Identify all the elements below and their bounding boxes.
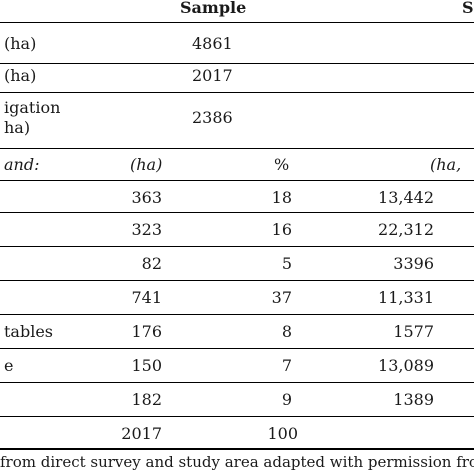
- row-percent: 37: [271, 288, 292, 307]
- summary-label-cultivated-area: (ha): [4, 66, 37, 85]
- row-divider: [0, 148, 474, 149]
- row-divider: [0, 280, 474, 281]
- row-percent: 8: [281, 322, 292, 341]
- summary-value-total-area: 4861: [192, 34, 233, 53]
- row-ha: 182: [131, 390, 162, 409]
- summary-value-cultivated-area: 2017: [192, 66, 233, 85]
- sample-column-header: Sample: [180, 0, 247, 17]
- row-percent: 16: [271, 220, 292, 239]
- row-divider: [0, 246, 474, 247]
- row-divider: [0, 212, 474, 213]
- row-divider: [0, 348, 474, 349]
- row-area-ha: 1389: [393, 390, 434, 409]
- row-divider: [0, 314, 474, 315]
- table-footnote: from direct survey and study area adapte…: [0, 453, 474, 471]
- row-label: e: [4, 356, 14, 375]
- row-divider: [0, 416, 474, 417]
- summary-value-irrigation: 2386: [192, 108, 233, 127]
- row-area-ha: 13,442: [378, 188, 434, 207]
- row-divider: [0, 180, 474, 181]
- row-ha: 150: [131, 356, 162, 375]
- summary-label-total-area: (ha): [4, 34, 37, 53]
- row-percent: 18: [271, 188, 292, 207]
- row-divider: [0, 63, 474, 64]
- row-ha: 2017: [121, 424, 162, 443]
- row-area-ha: 22,312: [378, 220, 434, 239]
- row-ha: 363: [131, 188, 162, 207]
- row-percent: 9: [281, 390, 292, 409]
- row-ha: 323: [131, 220, 162, 239]
- row-area-ha: 1577: [393, 322, 434, 341]
- row-percent: 5: [281, 254, 292, 273]
- row-area-ha: 11,331: [378, 288, 434, 307]
- summary-label-irrigation-line2: ha): [4, 118, 31, 137]
- ha-subheader: (ha): [130, 155, 163, 174]
- row-area-ha: 13,089: [378, 356, 434, 375]
- summary-label-irrigation-line1: igation: [4, 98, 61, 117]
- row-divider: [0, 92, 474, 93]
- header-rule: [0, 22, 474, 23]
- row-percent: 100: [267, 424, 298, 443]
- row-percent: 7: [281, 356, 292, 375]
- row-ha: 82: [141, 254, 162, 273]
- percent-subheader: %: [274, 155, 290, 174]
- row-area-ha: 3396: [393, 254, 434, 273]
- row-divider: [0, 382, 474, 383]
- row-ha: 176: [131, 322, 162, 341]
- area-ha-subheader: (ha,: [430, 155, 462, 174]
- table-bottom-rule: [0, 448, 474, 450]
- row-ha: 741: [131, 288, 162, 307]
- row-label: tables: [4, 322, 54, 341]
- study-area-column-header: S: [462, 0, 474, 17]
- land-subheader-label: and:: [4, 155, 40, 174]
